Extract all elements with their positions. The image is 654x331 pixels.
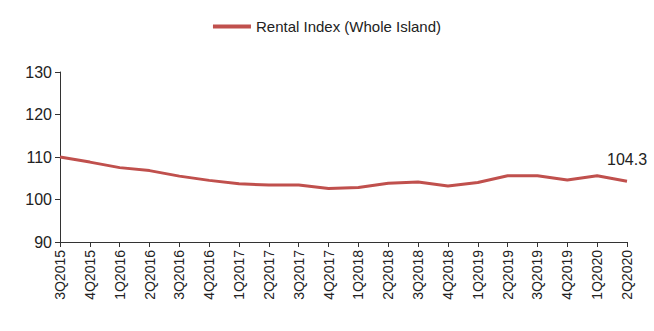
svg-text:2Q2018: 2Q2018 [380,250,396,300]
svg-text:3Q2018: 3Q2018 [410,250,426,300]
svg-text:2Q2020: 2Q2020 [619,250,635,300]
svg-text:3Q2017: 3Q2017 [291,250,307,300]
svg-text:120: 120 [25,106,52,123]
svg-text:4Q2017: 4Q2017 [321,250,337,300]
svg-text:2Q2017: 2Q2017 [261,250,277,300]
svg-text:4Q2015: 4Q2015 [82,250,98,300]
svg-text:100: 100 [25,191,52,208]
svg-text:3Q2016: 3Q2016 [171,250,187,300]
svg-text:2Q2019: 2Q2019 [500,250,516,300]
svg-text:3Q2019: 3Q2019 [529,250,545,300]
svg-text:2Q2016: 2Q2016 [142,250,158,300]
svg-text:4Q2016: 4Q2016 [201,250,217,300]
svg-text:1Q2016: 1Q2016 [112,250,128,300]
svg-text:Rental Index (Whole Island): Rental Index (Whole Island) [256,18,441,35]
svg-text:104.3: 104.3 [607,151,647,168]
svg-text:90: 90 [34,234,52,251]
svg-text:4Q2019: 4Q2019 [559,250,575,300]
svg-text:1Q2019: 1Q2019 [470,250,486,300]
svg-text:4Q2018: 4Q2018 [440,250,456,300]
svg-text:110: 110 [26,149,52,166]
svg-text:3Q2015: 3Q2015 [52,250,68,300]
svg-text:1Q2020: 1Q2020 [589,250,605,300]
svg-text:1Q2018: 1Q2018 [350,250,366,300]
svg-text:130: 130 [25,64,52,81]
svg-text:1Q2017: 1Q2017 [231,250,247,300]
